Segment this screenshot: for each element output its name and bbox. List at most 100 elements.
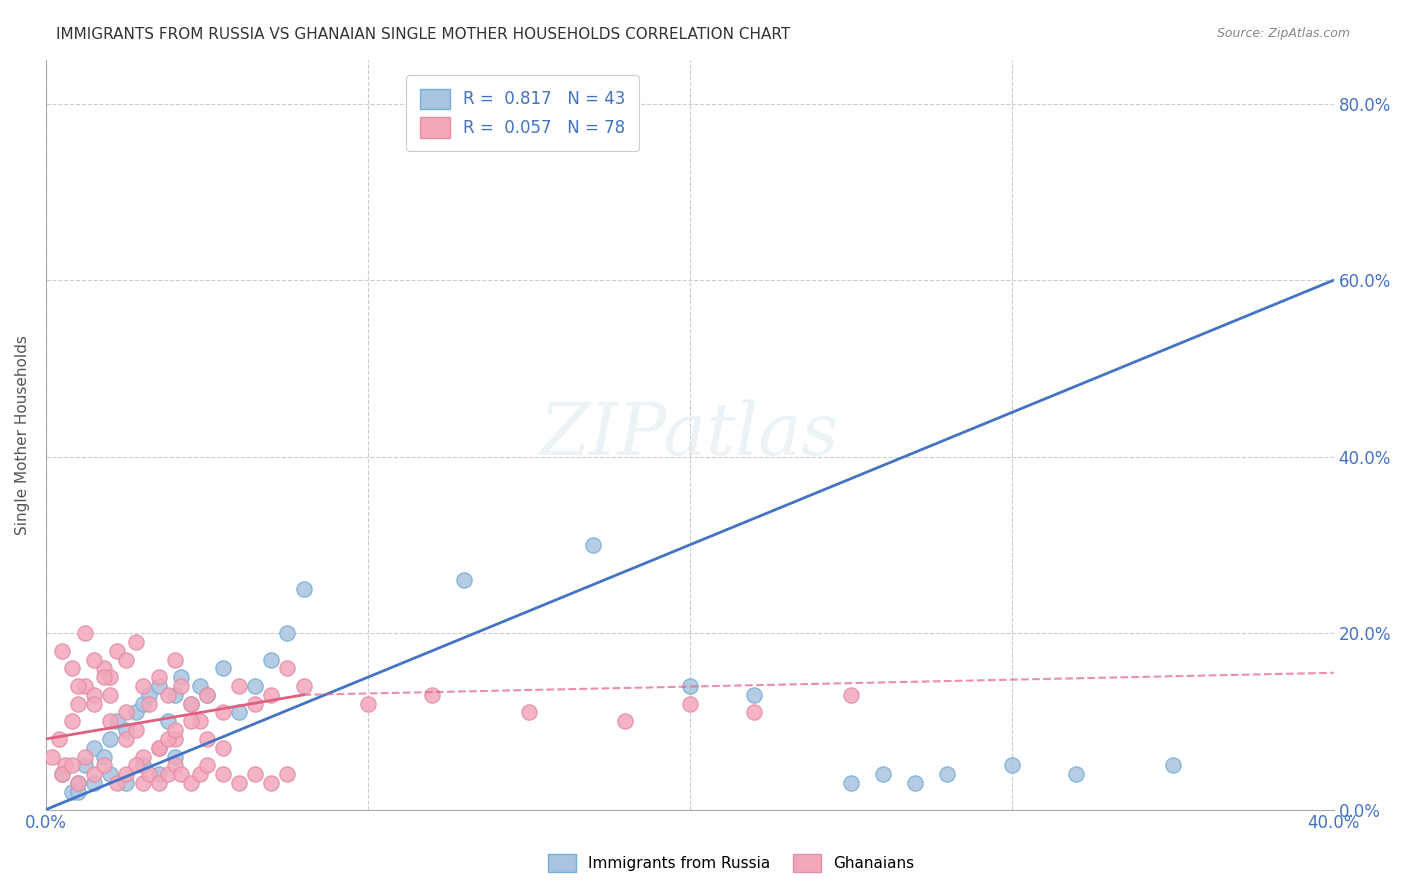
Point <box>904 776 927 790</box>
Point <box>93 749 115 764</box>
Point <box>195 688 218 702</box>
Point <box>51 767 73 781</box>
Point <box>276 661 298 675</box>
Point <box>260 776 283 790</box>
Point <box>138 688 160 702</box>
Legend: R =  0.817   N = 43, R =  0.057   N = 78: R = 0.817 N = 43, R = 0.057 N = 78 <box>406 76 638 151</box>
Point <box>115 731 138 746</box>
Point <box>170 670 193 684</box>
Point <box>195 758 218 772</box>
Point <box>51 767 73 781</box>
Point <box>1161 758 1184 772</box>
Point <box>115 776 138 790</box>
Point <box>163 758 186 772</box>
Point <box>679 697 702 711</box>
Point <box>245 679 267 693</box>
Point <box>115 706 138 720</box>
Point <box>83 652 105 666</box>
Point <box>260 652 283 666</box>
Point <box>98 670 121 684</box>
Point <box>73 626 96 640</box>
Point <box>125 723 148 738</box>
Point <box>93 758 115 772</box>
Point <box>53 758 76 772</box>
Y-axis label: Single Mother Households: Single Mother Households <box>15 334 30 534</box>
Text: Source: ZipAtlas.com: Source: ZipAtlas.com <box>1216 27 1350 40</box>
Point <box>163 688 186 702</box>
Text: ZIPatlas: ZIPatlas <box>540 400 839 470</box>
Point <box>60 661 83 675</box>
Point <box>1001 758 1024 772</box>
Point <box>190 679 212 693</box>
Point <box>157 767 180 781</box>
Point <box>51 644 73 658</box>
Point <box>60 714 83 729</box>
Point <box>131 679 153 693</box>
Point <box>292 582 315 596</box>
Point <box>163 723 186 738</box>
Point <box>212 706 235 720</box>
Point <box>180 697 202 711</box>
Point <box>148 740 170 755</box>
Point <box>115 723 138 738</box>
Point <box>67 776 90 790</box>
Point <box>125 706 148 720</box>
Point <box>420 688 443 702</box>
Point <box>60 758 83 772</box>
Point <box>228 776 250 790</box>
Point <box>163 652 186 666</box>
Point <box>115 652 138 666</box>
Point <box>742 688 765 702</box>
Point <box>148 767 170 781</box>
Point <box>936 767 959 781</box>
Point <box>872 767 894 781</box>
Point <box>83 776 105 790</box>
Point <box>131 776 153 790</box>
Point <box>83 767 105 781</box>
Point <box>105 644 128 658</box>
Point <box>357 697 380 711</box>
Point <box>614 714 637 729</box>
Legend: Immigrants from Russia, Ghanaians: Immigrants from Russia, Ghanaians <box>541 846 921 880</box>
Point <box>98 767 121 781</box>
Point <box>260 688 283 702</box>
Point <box>453 573 475 587</box>
Point <box>839 776 862 790</box>
Point <box>148 740 170 755</box>
Point <box>60 785 83 799</box>
Point <box>67 679 90 693</box>
Point <box>180 697 202 711</box>
Point <box>1064 767 1087 781</box>
Point <box>98 688 121 702</box>
Point <box>195 688 218 702</box>
Point <box>170 767 193 781</box>
Point <box>195 731 218 746</box>
Point <box>125 635 148 649</box>
Point <box>67 785 90 799</box>
Point <box>517 706 540 720</box>
Point <box>276 626 298 640</box>
Point <box>190 714 212 729</box>
Point <box>679 679 702 693</box>
Point <box>93 661 115 675</box>
Point <box>93 670 115 684</box>
Point <box>73 679 96 693</box>
Point <box>180 714 202 729</box>
Point <box>228 706 250 720</box>
Point <box>839 688 862 702</box>
Point <box>98 731 121 746</box>
Point <box>131 697 153 711</box>
Point <box>212 661 235 675</box>
Point <box>67 776 90 790</box>
Point <box>125 758 148 772</box>
Point <box>228 679 250 693</box>
Point <box>582 538 605 552</box>
Point <box>190 767 212 781</box>
Point <box>157 714 180 729</box>
Point <box>292 679 315 693</box>
Point <box>245 767 267 781</box>
Point <box>276 767 298 781</box>
Point <box>138 767 160 781</box>
Point <box>48 731 70 746</box>
Point <box>83 688 105 702</box>
